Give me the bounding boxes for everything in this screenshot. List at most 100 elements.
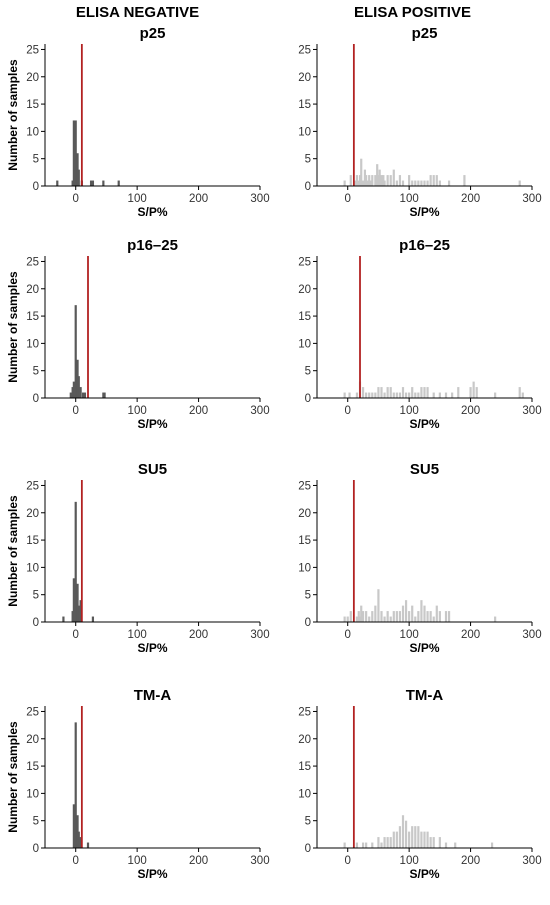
panel-2-bar: [423, 180, 426, 186]
panel-8-bar: [432, 837, 435, 848]
panel-7-x-tick-label: 200: [189, 855, 208, 867]
panel-4-bar: [414, 392, 417, 398]
panel-2-title: p25: [412, 25, 438, 42]
panel-6-bar: [346, 616, 349, 622]
panel-8-x-tick-label: 300: [522, 855, 541, 867]
panel-6-y-tick-label: 5: [305, 590, 311, 602]
panel-3-bar: [103, 392, 106, 398]
panel-2-y-tick-label: 10: [298, 126, 311, 138]
panel-6-bar: [411, 605, 414, 622]
panel-6-bar: [438, 611, 441, 622]
panel-8-bar: [392, 831, 395, 848]
panel-7-x-tick-label: 100: [128, 855, 147, 867]
panel-5-bar: [76, 583, 79, 622]
panel-1-bar: [56, 180, 59, 186]
panel-2-y-tick-label: 15: [298, 99, 311, 111]
panel-4-bar: [343, 392, 346, 398]
panel-6-bar: [361, 611, 365, 622]
panel-8-y-tick-label: 10: [298, 788, 311, 800]
panel-6-bar: [371, 611, 374, 622]
panel-8-bar: [417, 826, 420, 848]
panel-6-bar: [377, 589, 380, 622]
panel-1-x-tick-label: 0: [73, 193, 79, 205]
panel-2-bar: [392, 169, 395, 186]
panel-4-bar: [411, 387, 414, 398]
panel-5-x-tick-label: 200: [189, 629, 208, 641]
panel-1-bar: [102, 180, 105, 186]
panel-2-bar: [349, 175, 352, 186]
column-title-positive: ELISA POSITIVE: [354, 4, 471, 21]
panel-4-bar: [401, 387, 405, 398]
panel-4-x-tick-label: 100: [400, 405, 419, 417]
panel-6-bar: [404, 600, 408, 622]
panel-4-y-tick-label: 25: [298, 256, 311, 268]
panel-6-bar: [420, 600, 423, 622]
panel-3-bar: [71, 387, 74, 398]
panel-4-bar: [386, 387, 389, 398]
panel-2-bar: [401, 180, 405, 186]
panel-6-x-tick-label: 0: [345, 629, 351, 641]
panel-7-bar: [74, 722, 77, 848]
panel-4-bar: [518, 387, 521, 398]
panel-4-bar: [389, 387, 392, 398]
panel-7-bar: [72, 804, 75, 848]
panel-3-y-tick-label: 0: [33, 393, 39, 405]
panel-2-y-tick-label: 20: [298, 72, 311, 84]
panel-1-bar: [74, 120, 77, 186]
panel-2-bar: [363, 169, 367, 186]
panel-2-bar: [411, 180, 414, 186]
panel-8-y-tick-label: 5: [305, 816, 311, 828]
panel-8-bar: [404, 820, 408, 848]
panel-8-bar: [386, 837, 389, 848]
panel-5-bar: [91, 616, 95, 622]
panel-1-bar: [76, 153, 79, 186]
panel-4-bar: [472, 381, 475, 398]
panel-8-bar: [444, 842, 448, 848]
panel-6-y-tick-label: 15: [298, 535, 311, 547]
panel-1-y-tick-label: 15: [26, 99, 39, 111]
panel-5-y-tick-label: 5: [33, 590, 39, 602]
panel-4-bar: [423, 387, 426, 398]
panel-6-bar: [408, 611, 411, 622]
panel-6-x-axis-label: S/P%: [409, 641, 439, 655]
panel-5-y-tick-label: 20: [26, 508, 39, 520]
panel-1-y-axis-label: Number of samples: [6, 59, 20, 171]
panel-3-x-tick-label: 200: [189, 405, 208, 417]
panel-4-bar: [348, 392, 351, 398]
panel-2-x-tick-label: 200: [461, 193, 480, 205]
panel-4-bar: [380, 387, 383, 398]
panel-2-bar: [353, 180, 357, 186]
panel-4-bar: [469, 387, 472, 398]
panel-5-y-tick-label: 0: [33, 617, 39, 629]
panel-1-bar: [91, 180, 95, 186]
panel-8-bar: [401, 815, 405, 848]
panel-3-bar: [81, 392, 85, 398]
panel-4-y-tick-label: 5: [305, 366, 311, 378]
panel-1-bar: [77, 169, 80, 186]
panel-2-bar: [376, 164, 379, 186]
panel-2-y-tick-label: 0: [305, 181, 311, 193]
panel-6-bar: [383, 616, 386, 622]
panel-8-bar: [383, 837, 386, 848]
panel-4-bar: [408, 392, 411, 398]
panel-5-bar: [79, 600, 82, 622]
panel-7-y-tick-label: 15: [26, 761, 39, 773]
panel-8-title: TM-A: [406, 687, 444, 704]
panel-6-bar: [401, 605, 405, 622]
panel-6-bar: [494, 616, 497, 622]
panel-6-bar: [426, 611, 429, 622]
panel-6-x-tick-label: 200: [461, 629, 480, 641]
panel-8-bar: [490, 842, 494, 848]
panel-8-y-tick-label: 20: [298, 734, 311, 746]
panel-2-y-tick-label: 25: [298, 44, 311, 56]
panel-6-bar: [358, 616, 362, 622]
panel-6-bar: [374, 605, 377, 622]
panel-8-y-tick-label: 15: [298, 761, 311, 773]
panel-4-bar: [355, 392, 359, 398]
panel-2-bar: [463, 175, 466, 186]
panel-2-bar: [417, 180, 420, 186]
panel-4-x-tick-label: 0: [345, 405, 351, 417]
panel-8-y-tick-label: 25: [298, 706, 311, 718]
panel-5-bar: [74, 501, 77, 622]
